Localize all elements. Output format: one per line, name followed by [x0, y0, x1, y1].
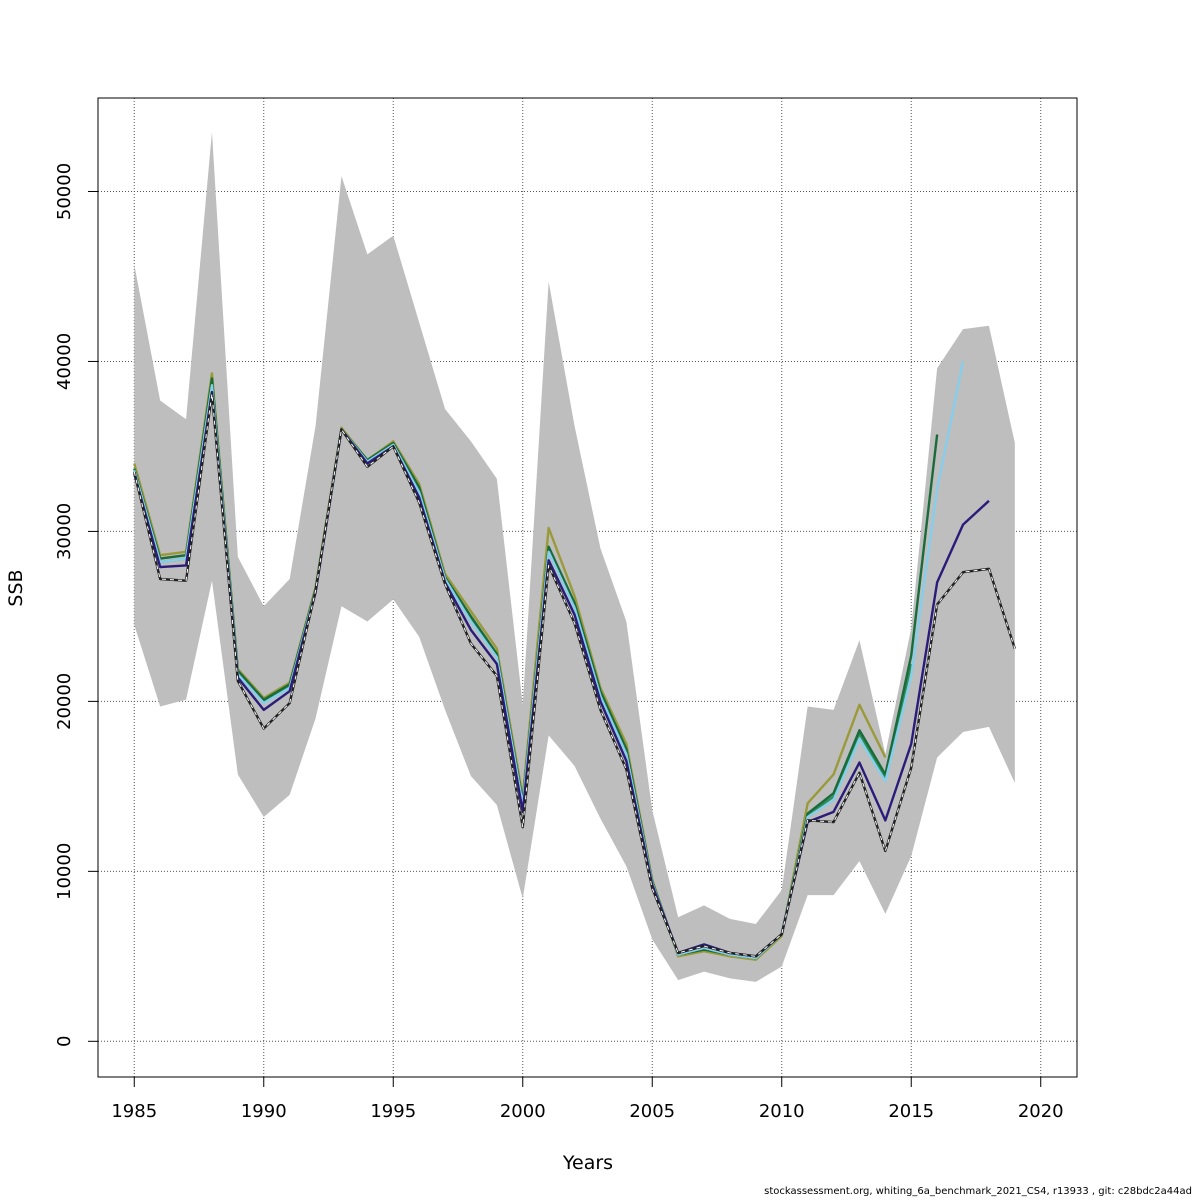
y-tick-label: 30000 [54, 503, 75, 560]
x-tick-label: 2020 [1018, 1101, 1064, 1122]
series-line-2 [133, 390, 990, 958]
x-tick-label: 1995 [370, 1101, 416, 1122]
y-tick-label: 10000 [54, 843, 75, 900]
series-lines [133, 361, 1016, 961]
x-tick-label: 1990 [241, 1101, 287, 1122]
x-tick-label: 2000 [500, 1101, 546, 1122]
x-tick-label: 2015 [888, 1101, 934, 1122]
footer-credit: stockassessment.org, whiting_6a_benchmar… [764, 1186, 1192, 1197]
series-line-3 [133, 361, 965, 960]
y-tick-label: 50000 [54, 163, 75, 220]
confidence-band [134, 131, 1015, 982]
series-line-1-dash [133, 393, 1016, 957]
x-tick-label: 2005 [629, 1101, 675, 1122]
x-tick-label: 2010 [759, 1101, 805, 1122]
y-tick-label: 20000 [54, 673, 75, 730]
x-axis: 1985 1990 1995 2000 2005 2010 2015 2020 [111, 1076, 1064, 1122]
y-axis-title: SSB [5, 569, 27, 606]
confidence-band-layer [134, 131, 1015, 982]
x-tick-label: 1985 [111, 1101, 157, 1122]
y-tick-label: 0 [54, 1036, 75, 1047]
y-tick-label: 40000 [54, 333, 75, 390]
x-axis-title: Years [562, 1152, 613, 1174]
y-axis: 0 10000 20000 30000 40000 50000 [54, 163, 99, 1047]
